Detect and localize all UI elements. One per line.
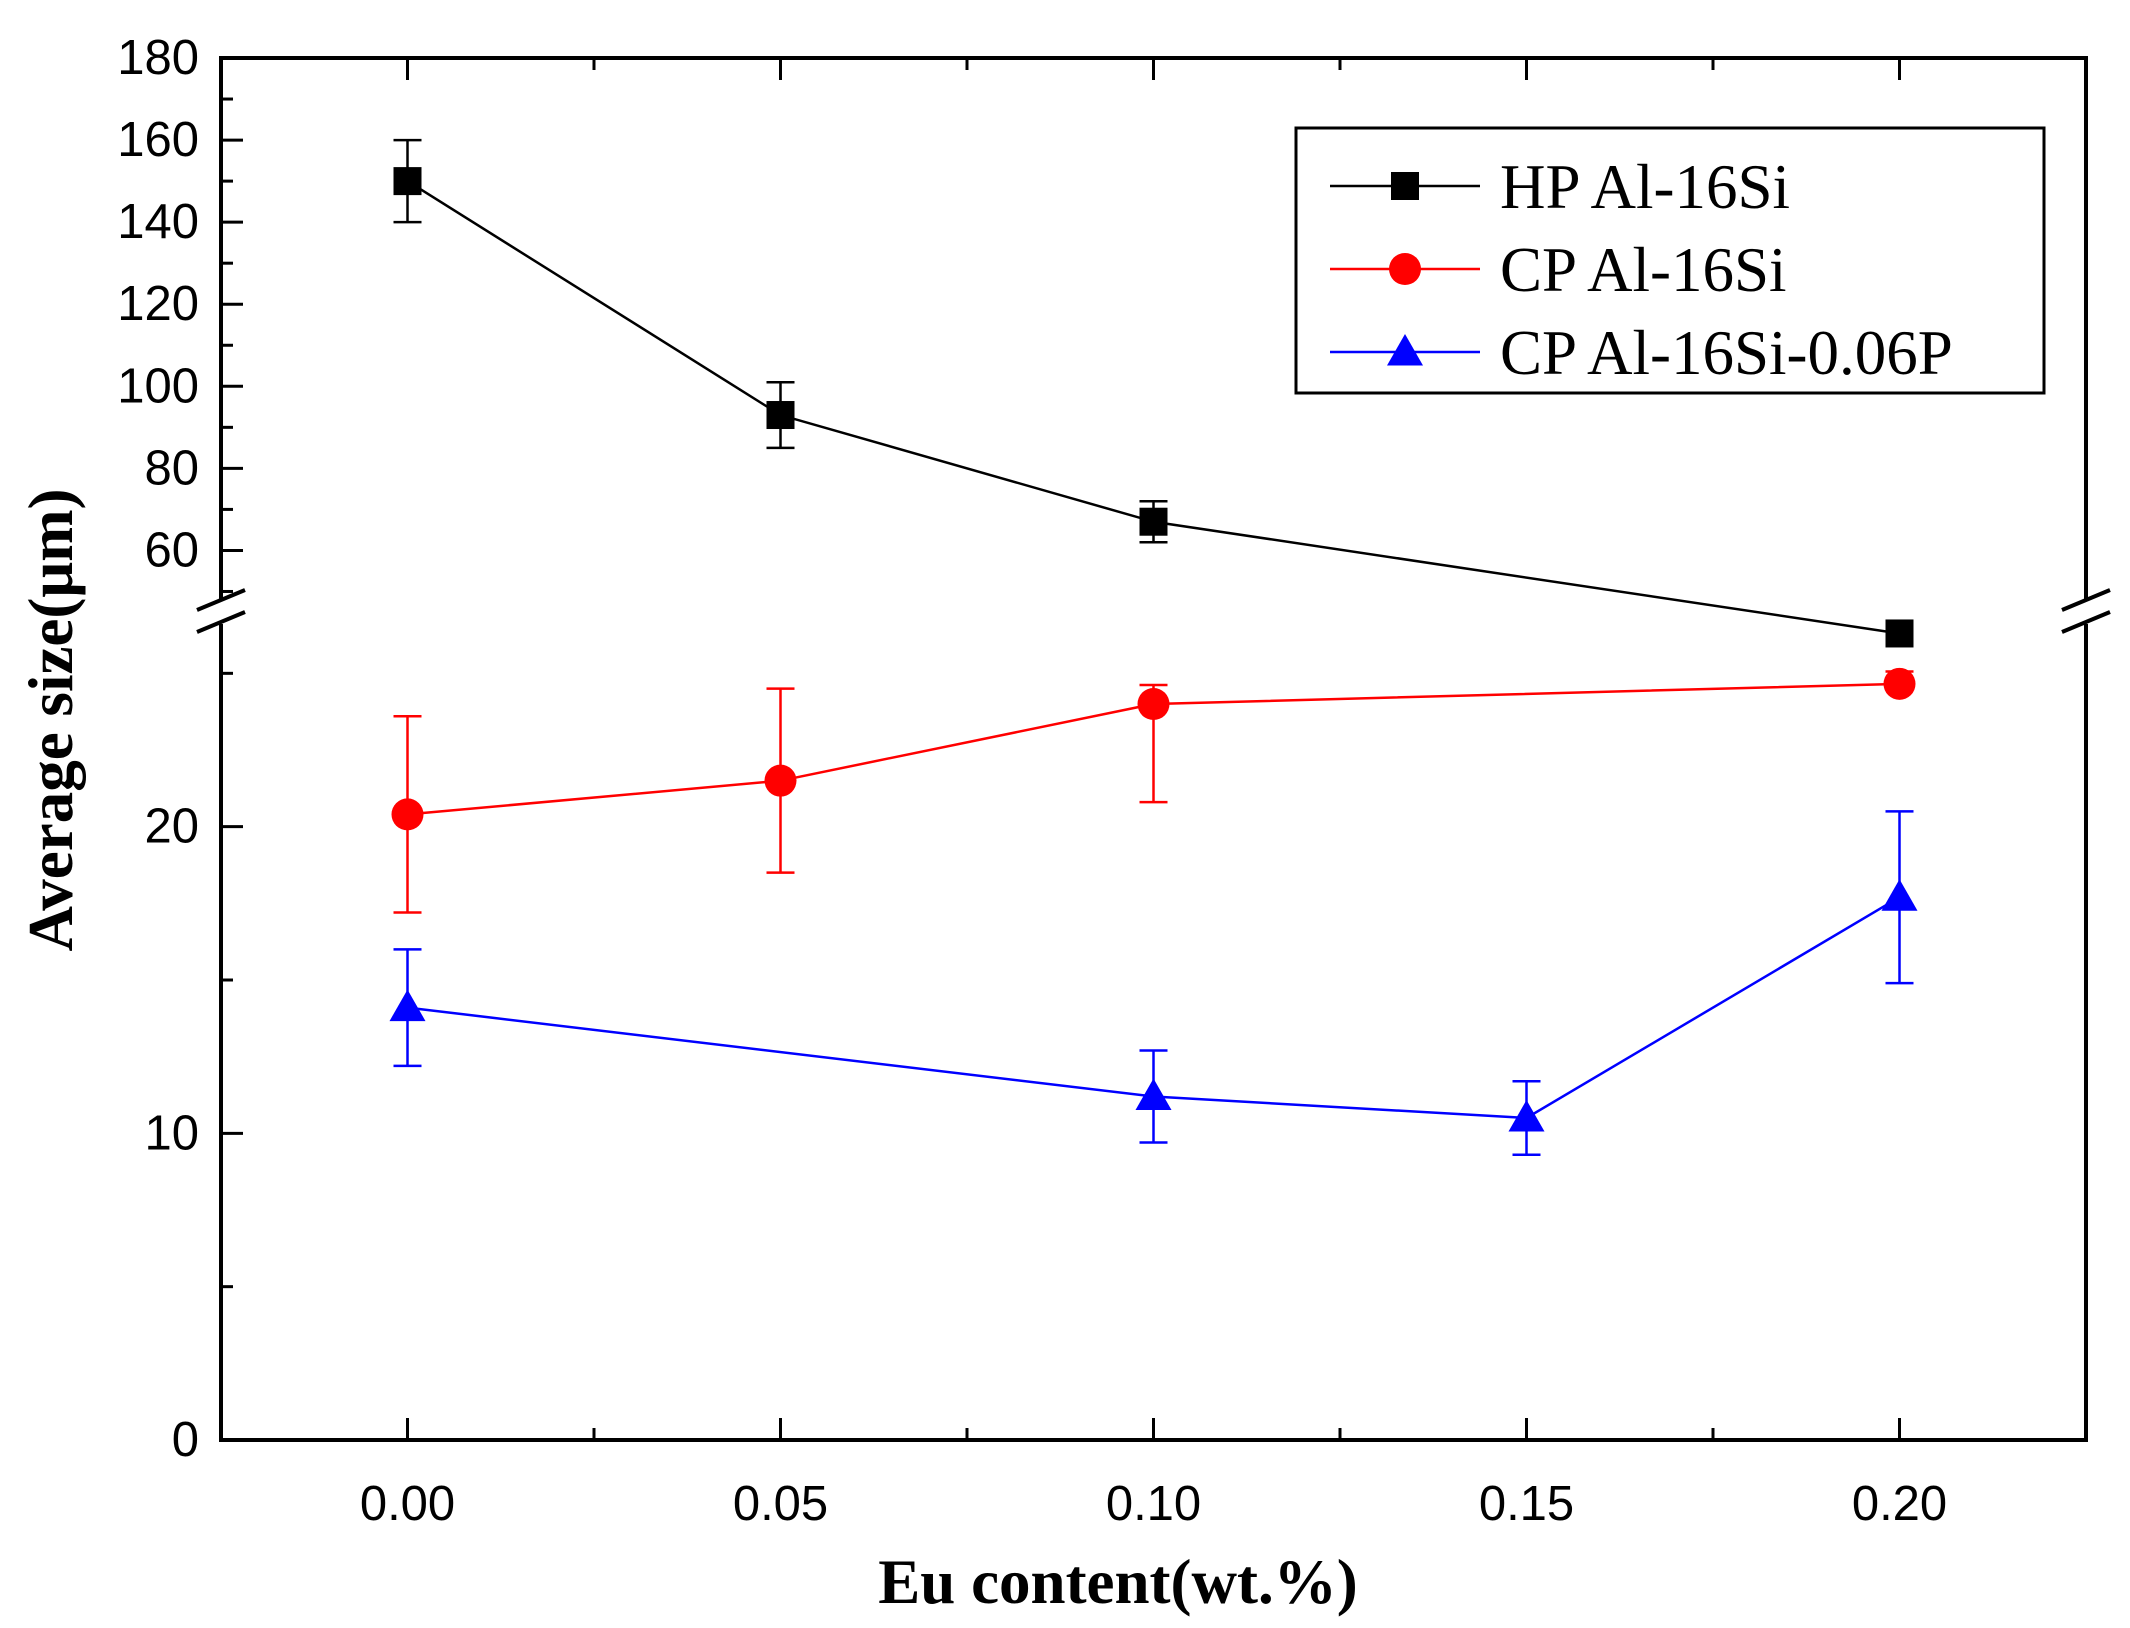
- y-tick-label: 80: [144, 441, 199, 495]
- data-point-circle: [764, 764, 797, 797]
- y-axis-title: Average size(μm): [16, 488, 86, 951]
- legend-box: [1294, 126, 2046, 395]
- data-point-circle: [1389, 253, 1421, 285]
- break-gap: [2078, 600, 2094, 624]
- x-tick-label: 0.20: [1852, 1477, 1947, 1531]
- data-point-triangle: [1508, 1100, 1545, 1132]
- y-tick-label: 100: [117, 359, 199, 413]
- series-cp-al-16si: [391, 667, 1916, 914]
- series-cp-al-16si-0-06p: [389, 810, 1918, 1157]
- break-slash: [196, 588, 246, 612]
- data-point-square: [1885, 619, 1914, 648]
- y-tick-label: 0: [172, 1413, 199, 1467]
- y-tick-label: 10: [144, 1106, 199, 1160]
- data-point-triangle: [1881, 879, 1918, 911]
- data-point-square: [766, 401, 795, 430]
- legend-label: CP Al-16Si-0.06P: [1500, 318, 1953, 388]
- data-point-circle: [1883, 667, 1916, 700]
- x-tick-label: 0.15: [1479, 1477, 1574, 1531]
- y-tick-label: 160: [117, 113, 199, 167]
- data-point-circle: [391, 798, 424, 831]
- axis-break-marks: [196, 588, 2111, 634]
- break-slash: [2061, 610, 2111, 634]
- axes: 0.00 0.05 0.10 0.15 0.20 0 10 20 60 80 100 120 140 16…: [117, 31, 1947, 1531]
- series-layer: [389, 138, 1918, 1157]
- legend: HP Al-16Si CP Al-16Si CP Al-16Si-0.06P: [1294, 126, 2046, 395]
- series-line: [407, 896, 1901, 1120]
- break-slash: [2061, 588, 2111, 612]
- x-tick-label: 0.05: [733, 1477, 828, 1531]
- series-line: [406, 180, 1900, 635]
- y-tick-label: 60: [144, 523, 199, 577]
- break-gap: [213, 600, 229, 624]
- x-tick-label: 0.10: [1106, 1477, 1201, 1531]
- x-axis-title: Eu content(wt.%): [878, 1547, 1357, 1617]
- x-tick-label: 0.00: [360, 1477, 455, 1531]
- y-tick-label: 20: [144, 800, 199, 854]
- data-point-triangle: [1387, 334, 1423, 366]
- data-point-triangle: [389, 989, 426, 1022]
- legend-label: HP Al-16Si: [1500, 152, 1790, 222]
- y-tick-label: 180: [117, 31, 199, 85]
- series-line: [407, 682, 1900, 816]
- y-tick-label: 120: [117, 277, 199, 331]
- series-hp-al-16si: [393, 138, 1914, 648]
- y-tick-label: 140: [117, 195, 199, 249]
- data-point-circle: [1137, 688, 1170, 720]
- break-slash: [196, 610, 246, 634]
- data-point-square: [393, 167, 422, 196]
- data-point-triangle: [1135, 1078, 1172, 1111]
- data-point-square: [1139, 507, 1168, 536]
- legend-label: CP Al-16Si: [1500, 235, 1787, 305]
- data-point-square: [1391, 172, 1419, 200]
